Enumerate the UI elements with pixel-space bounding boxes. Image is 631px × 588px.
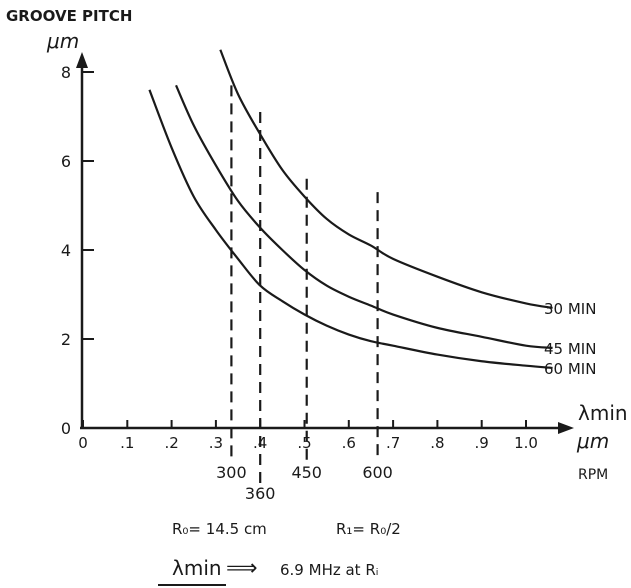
- rpm-marker-label: 300: [216, 463, 247, 482]
- series-label: 30 MIN: [544, 300, 596, 318]
- x-tick-label: 1.0: [514, 434, 538, 452]
- chart-title: GROOVE PITCH: [6, 7, 132, 25]
- series-label: 45 MIN: [544, 340, 596, 358]
- x-tick-label: .3: [209, 434, 223, 452]
- y-ticks: 0 2 4 6 8: [61, 63, 94, 438]
- frequency-annotation: 6.9 MHz at Rᵢ: [280, 561, 378, 579]
- series-curves: 30 MIN 45 MIN 60 MIN: [148, 49, 596, 378]
- x-tick-label: .1: [120, 434, 134, 452]
- r0-annotation: R₀= 14.5 cm: [172, 520, 267, 538]
- rpm-marker-label: 450: [291, 463, 322, 482]
- x-tick-label: .9: [475, 434, 489, 452]
- y-tick-label: 4: [61, 241, 71, 260]
- x-tick-label: .2: [164, 434, 178, 452]
- series-line: [148, 89, 553, 370]
- x-tick-label: .7: [386, 434, 400, 452]
- y-axis-unit: μm: [46, 29, 79, 53]
- series-line: [175, 84, 553, 349]
- y-tick-label: 8: [61, 63, 71, 82]
- x-ticks: 0.1.2.3.4.5.6.7.8.91.0: [78, 420, 538, 452]
- x-tick-label: .5: [297, 434, 311, 452]
- rpm-marker-label: 600: [362, 463, 393, 482]
- y-tick-label: 2: [61, 330, 71, 349]
- x-tick-label: 0: [78, 434, 88, 452]
- y-tick-label: 6: [61, 152, 71, 171]
- x-tick-label: .6: [342, 434, 356, 452]
- series-line: [219, 49, 553, 309]
- rpm-axis-label: RPM: [578, 467, 608, 483]
- x-tick-label: .8: [430, 434, 444, 452]
- y-axis-arrow: [76, 52, 88, 68]
- y-tick-label: 0: [61, 419, 71, 438]
- x-axis-label: λmin: [578, 401, 628, 425]
- implies-arrow: ⟹: [226, 556, 258, 581]
- lambda-min-annotation: λmin: [172, 556, 222, 580]
- rpm-markers: 300 360 450 600: [216, 85, 393, 503]
- r1-annotation: R₁= R₀/2: [336, 520, 401, 538]
- rpm-marker-label: 360: [245, 484, 276, 503]
- series-label: 60 MIN: [544, 360, 596, 378]
- x-axis-unit: μm: [576, 429, 609, 453]
- x-axis-arrow: [558, 422, 574, 434]
